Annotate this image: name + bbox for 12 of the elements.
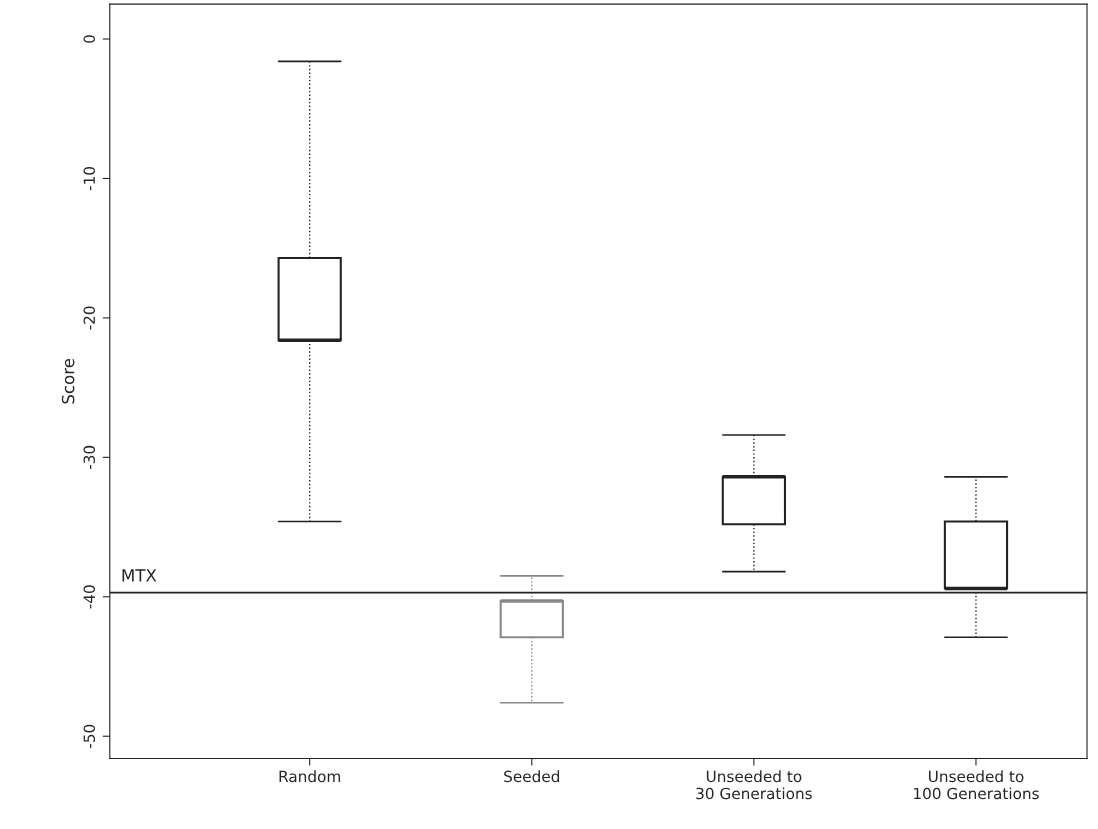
y-tick-label: -10 xyxy=(83,166,96,191)
y-tick-label: -40 xyxy=(83,585,96,609)
x-tick-label: Unseeded to 100 Generations xyxy=(914,770,1039,800)
y-tick-label: 0 xyxy=(83,35,96,43)
ref-line-label: MTX xyxy=(122,569,157,582)
y-axis-title: Score xyxy=(61,358,75,404)
y-tick-label: -50 xyxy=(83,724,96,748)
y-tick-label: -20 xyxy=(83,306,96,330)
x-tick-label: Random xyxy=(279,770,341,783)
y-tick-label: -30 xyxy=(83,445,96,470)
x-tick-label: Seeded xyxy=(504,770,560,783)
x-tick-label: Unseeded to 30 Generations xyxy=(696,770,812,800)
